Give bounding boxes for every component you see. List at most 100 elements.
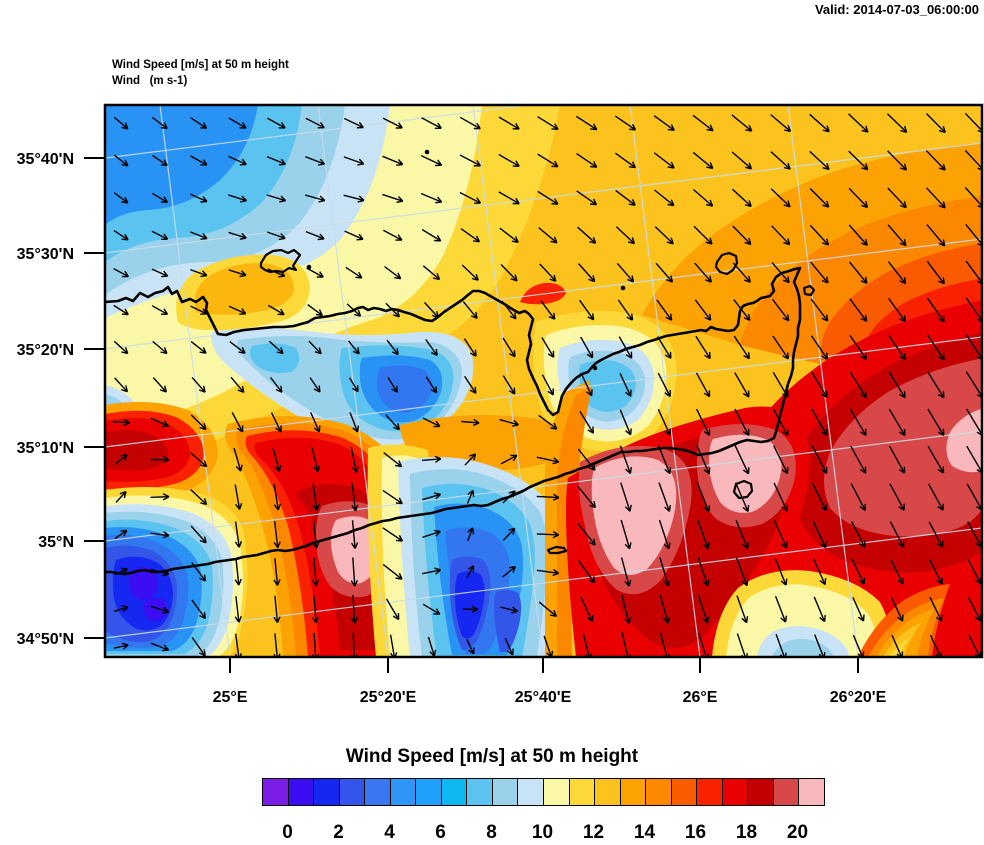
wind-arrow — [114, 529, 128, 540]
wind-arrow — [580, 596, 594, 623]
wind-arrow — [888, 334, 906, 361]
wind-arrow — [113, 230, 129, 241]
wind-arrow — [502, 375, 516, 395]
wind-speed-field-region — [726, 584, 877, 657]
wind-arrow — [350, 557, 359, 587]
wind-arrow — [150, 605, 170, 614]
wind-arrow — [733, 299, 751, 322]
wind-arrow — [228, 117, 247, 129]
wind-arrow — [657, 445, 672, 475]
wind-arrow — [657, 372, 671, 398]
wind-arrow — [617, 299, 634, 321]
wind-arrow — [312, 520, 320, 549]
wind-arrow — [461, 264, 479, 281]
wind-speed-field-region — [709, 434, 782, 513]
colorbar-tick-label: 20 — [786, 822, 809, 843]
wind-arrow — [150, 531, 170, 539]
wind-arrow — [810, 335, 829, 360]
wind-arrow — [113, 340, 129, 355]
wind-arrow — [654, 189, 675, 207]
wind-arrow — [654, 226, 674, 245]
wind-arrow — [150, 417, 169, 428]
wind-arrow — [387, 377, 398, 393]
wind-speed-field-region — [883, 623, 921, 657]
lon-tick-label: 25°E — [213, 689, 248, 706]
wind-arrow — [887, 150, 908, 171]
wind-arrow — [422, 603, 441, 615]
wind-arrow — [191, 636, 206, 657]
wind-arrow — [151, 230, 169, 240]
wind-arrow — [616, 262, 635, 283]
wind-arrow — [422, 265, 441, 281]
wind-arrow — [234, 484, 243, 510]
wind-speed-map: 35°40'N 35°30'N 35°20'N 35°10'N 35°N 34°50'N 2… — [17, 103, 984, 706]
wind-arrow — [347, 340, 360, 355]
wind-arrow — [466, 639, 475, 655]
wind-arrow — [925, 150, 946, 171]
wind-arrow — [811, 408, 828, 436]
lat-tick-label: 35°20'N — [17, 342, 74, 359]
wind-arrow — [692, 114, 714, 132]
wind-arrow — [695, 335, 711, 360]
wind-arrow — [467, 527, 475, 542]
wind-arrow — [809, 150, 830, 171]
wind-arrow — [811, 371, 828, 398]
wind-arrow — [579, 410, 594, 434]
wind-arrow — [620, 557, 632, 587]
wind-arrow — [927, 408, 945, 437]
lat-tick-label: 35°N — [38, 534, 74, 551]
wind-arrow — [925, 187, 946, 209]
wind-arrow — [351, 520, 359, 549]
wind-arrow — [771, 225, 791, 246]
wind-arrow — [305, 117, 325, 129]
wind-arrow — [312, 557, 320, 587]
wind-arrow — [812, 520, 827, 549]
wind-arrow — [734, 482, 750, 512]
wind-arrow — [499, 418, 519, 427]
wind-speed-field-region — [579, 360, 636, 412]
colorbar-tick-label: 8 — [486, 822, 497, 843]
wind-arrow — [498, 191, 520, 205]
wind-arrow — [310, 412, 321, 433]
wind-arrow — [890, 559, 904, 585]
wind-arrow — [615, 226, 636, 245]
wind-arrow — [500, 606, 518, 614]
wind-arrow — [772, 408, 789, 436]
wind-arrow — [538, 601, 558, 617]
island-coastline — [802, 284, 816, 297]
wind-arrow — [351, 483, 359, 512]
colorbar-tick-label: 2 — [333, 822, 344, 843]
colorbar-cell — [722, 779, 749, 805]
wind-arrow — [926, 297, 945, 323]
wind-arrow — [151, 154, 168, 167]
wind-arrow — [772, 335, 789, 360]
wind-arrow — [189, 155, 208, 166]
wind-arrow — [731, 114, 753, 132]
wind-arrow — [888, 297, 907, 323]
wind-arrow — [228, 305, 247, 315]
wind-speed-field-region — [591, 456, 677, 575]
wind-arrow — [228, 194, 248, 203]
wind-arrow — [733, 335, 750, 360]
wind-arrow — [113, 605, 129, 613]
wind-arrow — [621, 594, 632, 624]
wind-arrow — [926, 224, 946, 247]
wind-arrow — [849, 408, 867, 436]
wind-arrow — [113, 642, 129, 650]
wind-arrow — [150, 568, 170, 577]
wind-arrow — [928, 521, 944, 548]
wind-arrow — [774, 596, 788, 623]
wind-arrow — [619, 445, 632, 475]
wind-arrow — [502, 527, 516, 541]
wind-arrow — [350, 595, 358, 624]
wind-arrow — [311, 447, 321, 473]
wind-arrow — [810, 261, 829, 284]
graticule-parallel — [105, 142, 982, 254]
colorbar-tick-label: 0 — [282, 822, 293, 843]
wind-arrow — [734, 372, 750, 398]
islet-dot — [424, 149, 430, 155]
colorbar-cell — [441, 779, 468, 805]
wind-arrow — [927, 483, 944, 511]
wind-arrow — [466, 489, 475, 504]
wind-arrow — [537, 116, 559, 130]
